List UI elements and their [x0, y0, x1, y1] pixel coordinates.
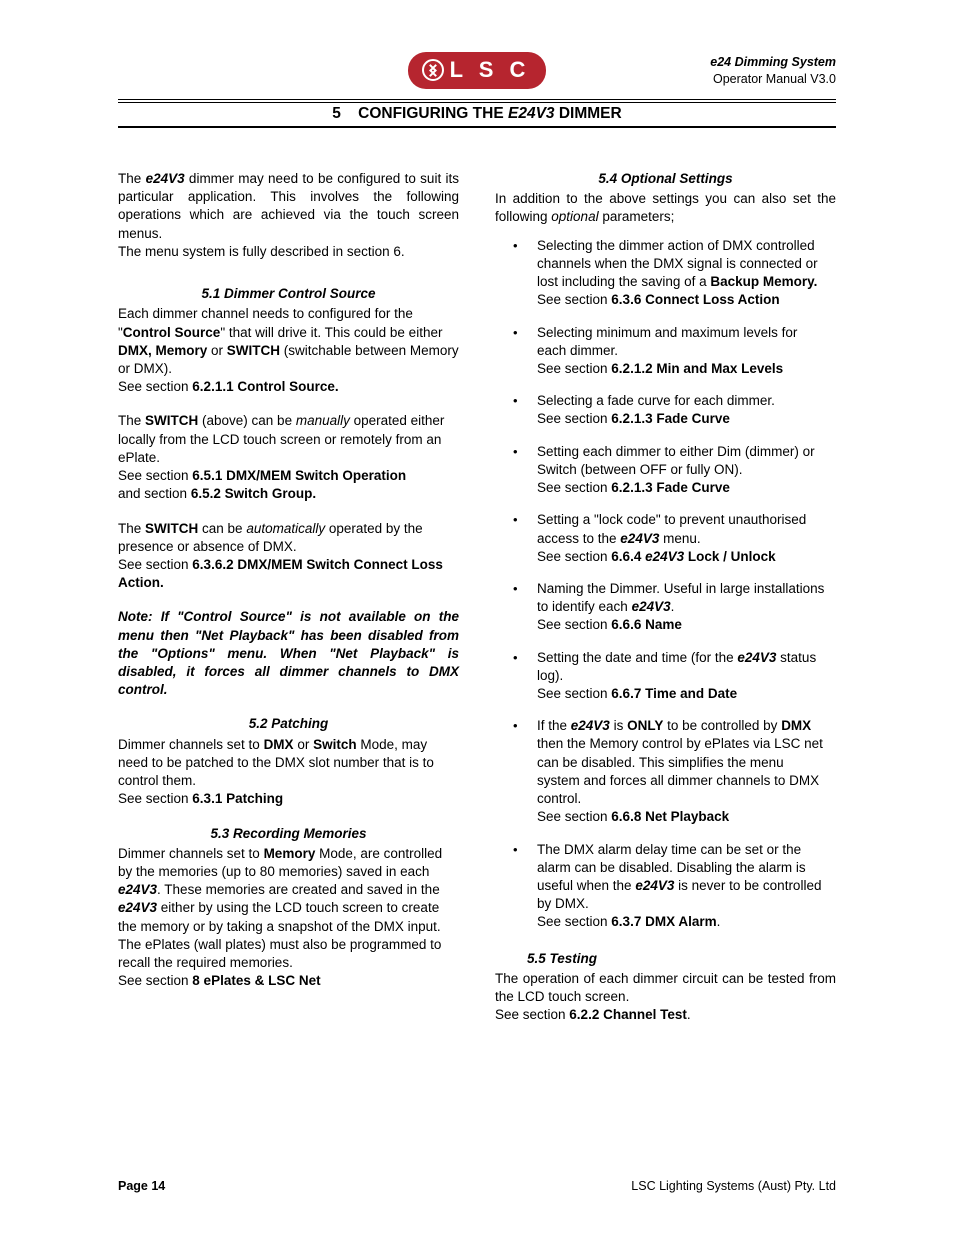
page-header: L S C e24 Dimming System Operator Manual…: [118, 52, 836, 89]
para-5-1-1: Each dimmer channel needs to configured …: [118, 305, 459, 396]
section-title-model: E24V3: [508, 105, 555, 122]
right-column: 5.4 Optional Settings In addition to the…: [495, 170, 836, 1041]
intro-para-2: The menu system is fully described in se…: [118, 243, 459, 261]
subhead-5-4: 5.4 Optional Settings: [495, 170, 836, 188]
subhead-5-1: 5.1 Dimmer Control Source: [118, 285, 459, 303]
list-item: The DMX alarm delay time can be set or t…: [537, 841, 836, 932]
para-5-4-intro: In addition to the above settings you ca…: [495, 190, 836, 226]
section-title-bar: 5 CONFIGURING THE E24V3 DIMMER: [118, 99, 836, 128]
list-item: Selecting minimum and maximum levels for…: [537, 324, 836, 379]
page-number: Page 14: [118, 1179, 165, 1193]
intro-para: The e24V3 dimmer may need to be configur…: [118, 170, 459, 243]
logo-container: L S C: [278, 52, 676, 89]
para-5-1-3: The SWITCH can be automatically operated…: [118, 520, 459, 593]
lsc-logo: L S C: [408, 52, 547, 89]
section-title-post: DIMMER: [555, 105, 622, 122]
header-right: e24 Dimming System Operator Manual V3.0: [676, 54, 836, 88]
doc-title: e24 Dimming System: [676, 54, 836, 71]
list-item: Naming the Dimmer. Useful in large insta…: [537, 580, 836, 635]
subhead-5-3: 5.3 Recording Memories: [118, 825, 459, 843]
subhead-5-5: 5.5 Testing: [495, 950, 836, 968]
list-item: Setting the date and time (for the e24V3…: [537, 649, 836, 704]
logo-icon: [422, 59, 444, 81]
para-5-2: Dimmer channels set to DMX or Switch Mod…: [118, 736, 459, 809]
list-item: Setting each dimmer to either Dim (dimme…: [537, 443, 836, 498]
doc-subtitle: Operator Manual V3.0: [676, 71, 836, 88]
section-title: 5 CONFIGURING THE E24V3 DIMMER: [118, 102, 836, 127]
subhead-5-2: 5.2 Patching: [118, 715, 459, 733]
left-column: The e24V3 dimmer may need to be configur…: [118, 170, 459, 1041]
list-item: Selecting a fade curve for each dimmer. …: [537, 392, 836, 428]
footer-company: LSC Lighting Systems (Aust) Pty. Ltd: [631, 1179, 836, 1193]
para-5-5: The operation of each dimmer circuit can…: [495, 970, 836, 1025]
list-item: Selecting the dimmer action of DMX contr…: [537, 237, 836, 310]
section-title-pre: CONFIGURING THE: [358, 105, 508, 122]
list-item: If the e24V3 is ONLY to be controlled by…: [537, 717, 836, 826]
para-5-1-2: The SWITCH (above) can be manually opera…: [118, 412, 459, 503]
optional-settings-list: Selecting the dimmer action of DMX contr…: [495, 237, 836, 932]
para-5-3: Dimmer channels set to Memory Mode, are …: [118, 845, 459, 991]
logo-text: L S C: [450, 57, 531, 83]
section-num: 5: [332, 105, 341, 122]
note-para: Note: If "Control Source" is not availab…: [118, 608, 459, 699]
list-item: Setting a "lock code" to prevent unautho…: [537, 511, 836, 566]
page-footer: Page 14 LSC Lighting Systems (Aust) Pty.…: [118, 1179, 836, 1193]
content-columns: The e24V3 dimmer may need to be configur…: [118, 170, 836, 1041]
